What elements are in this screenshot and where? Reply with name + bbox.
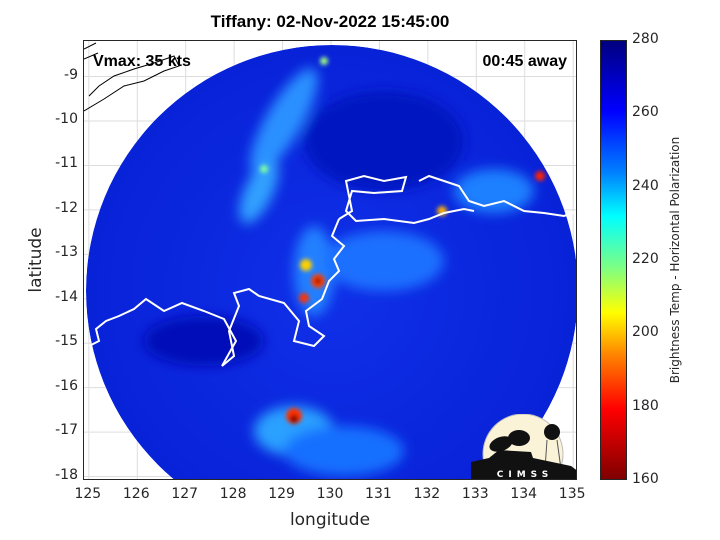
- colorbar-tick-label: 160: [632, 471, 659, 487]
- cold-cores: [260, 57, 545, 424]
- coastline: [88, 174, 576, 367]
- colorbar-tick-label: 200: [632, 324, 659, 341]
- y-tick-label: -10: [55, 111, 78, 127]
- y-axis-label: latitude: [26, 227, 46, 293]
- y-tick-label: -11: [55, 155, 78, 172]
- vmax-label: Vmax: 35 kts: [93, 53, 191, 70]
- y-tick-label: -9: [64, 66, 78, 83]
- colorbar: [600, 40, 627, 480]
- plot-area: Vmax: 35 kts 00:45 away CIMSS: [83, 40, 577, 480]
- colorbar-tick-label: 280: [632, 31, 659, 47]
- colorbar-tick-label: 240: [632, 177, 659, 194]
- x-tick-label: 126: [122, 486, 150, 502]
- y-tick-label: -13: [55, 244, 78, 261]
- y-tick-label: -18: [55, 466, 78, 483]
- coastline-outside: [84, 42, 180, 112]
- y-tick-label: -12: [55, 199, 78, 216]
- swath-map: [84, 41, 576, 479]
- y-tick-label: -15: [55, 333, 78, 350]
- x-tick-label: 135: [558, 486, 586, 502]
- y-tick-label: -16: [55, 377, 78, 394]
- x-tick-label: 132: [413, 486, 441, 502]
- x-tick-label: 131: [365, 486, 392, 502]
- plot-title: Tiffany: 02-Nov-2022 15:45:00: [210, 12, 450, 31]
- colorbar-tick-label: 220: [632, 251, 659, 267]
- x-tick-label: 129: [268, 486, 295, 502]
- logo-text: CIMSS: [497, 470, 553, 480]
- x-tick-label: 130: [316, 486, 344, 502]
- x-axis-label: longitude: [289, 510, 371, 530]
- cimss-logo: CIMSS: [471, 414, 576, 480]
- colorbar-label: Brightness Temp - Horizontal Polarizatio…: [668, 136, 682, 384]
- time-away-label: 00:45 away: [482, 53, 567, 70]
- swath-disc: [86, 45, 576, 479]
- x-tick-label: 127: [171, 486, 199, 502]
- y-tick-label: -17: [55, 422, 78, 439]
- colorbar-tick-label: 180: [632, 397, 659, 414]
- x-tick-label: 134: [510, 486, 538, 502]
- y-tick-label: -14: [55, 288, 78, 305]
- colorbar-tick-label: 260: [632, 104, 659, 121]
- x-tick-label: 133: [461, 486, 489, 502]
- x-tick-label: 125: [74, 486, 102, 502]
- x-tick-label: 128: [219, 486, 247, 502]
